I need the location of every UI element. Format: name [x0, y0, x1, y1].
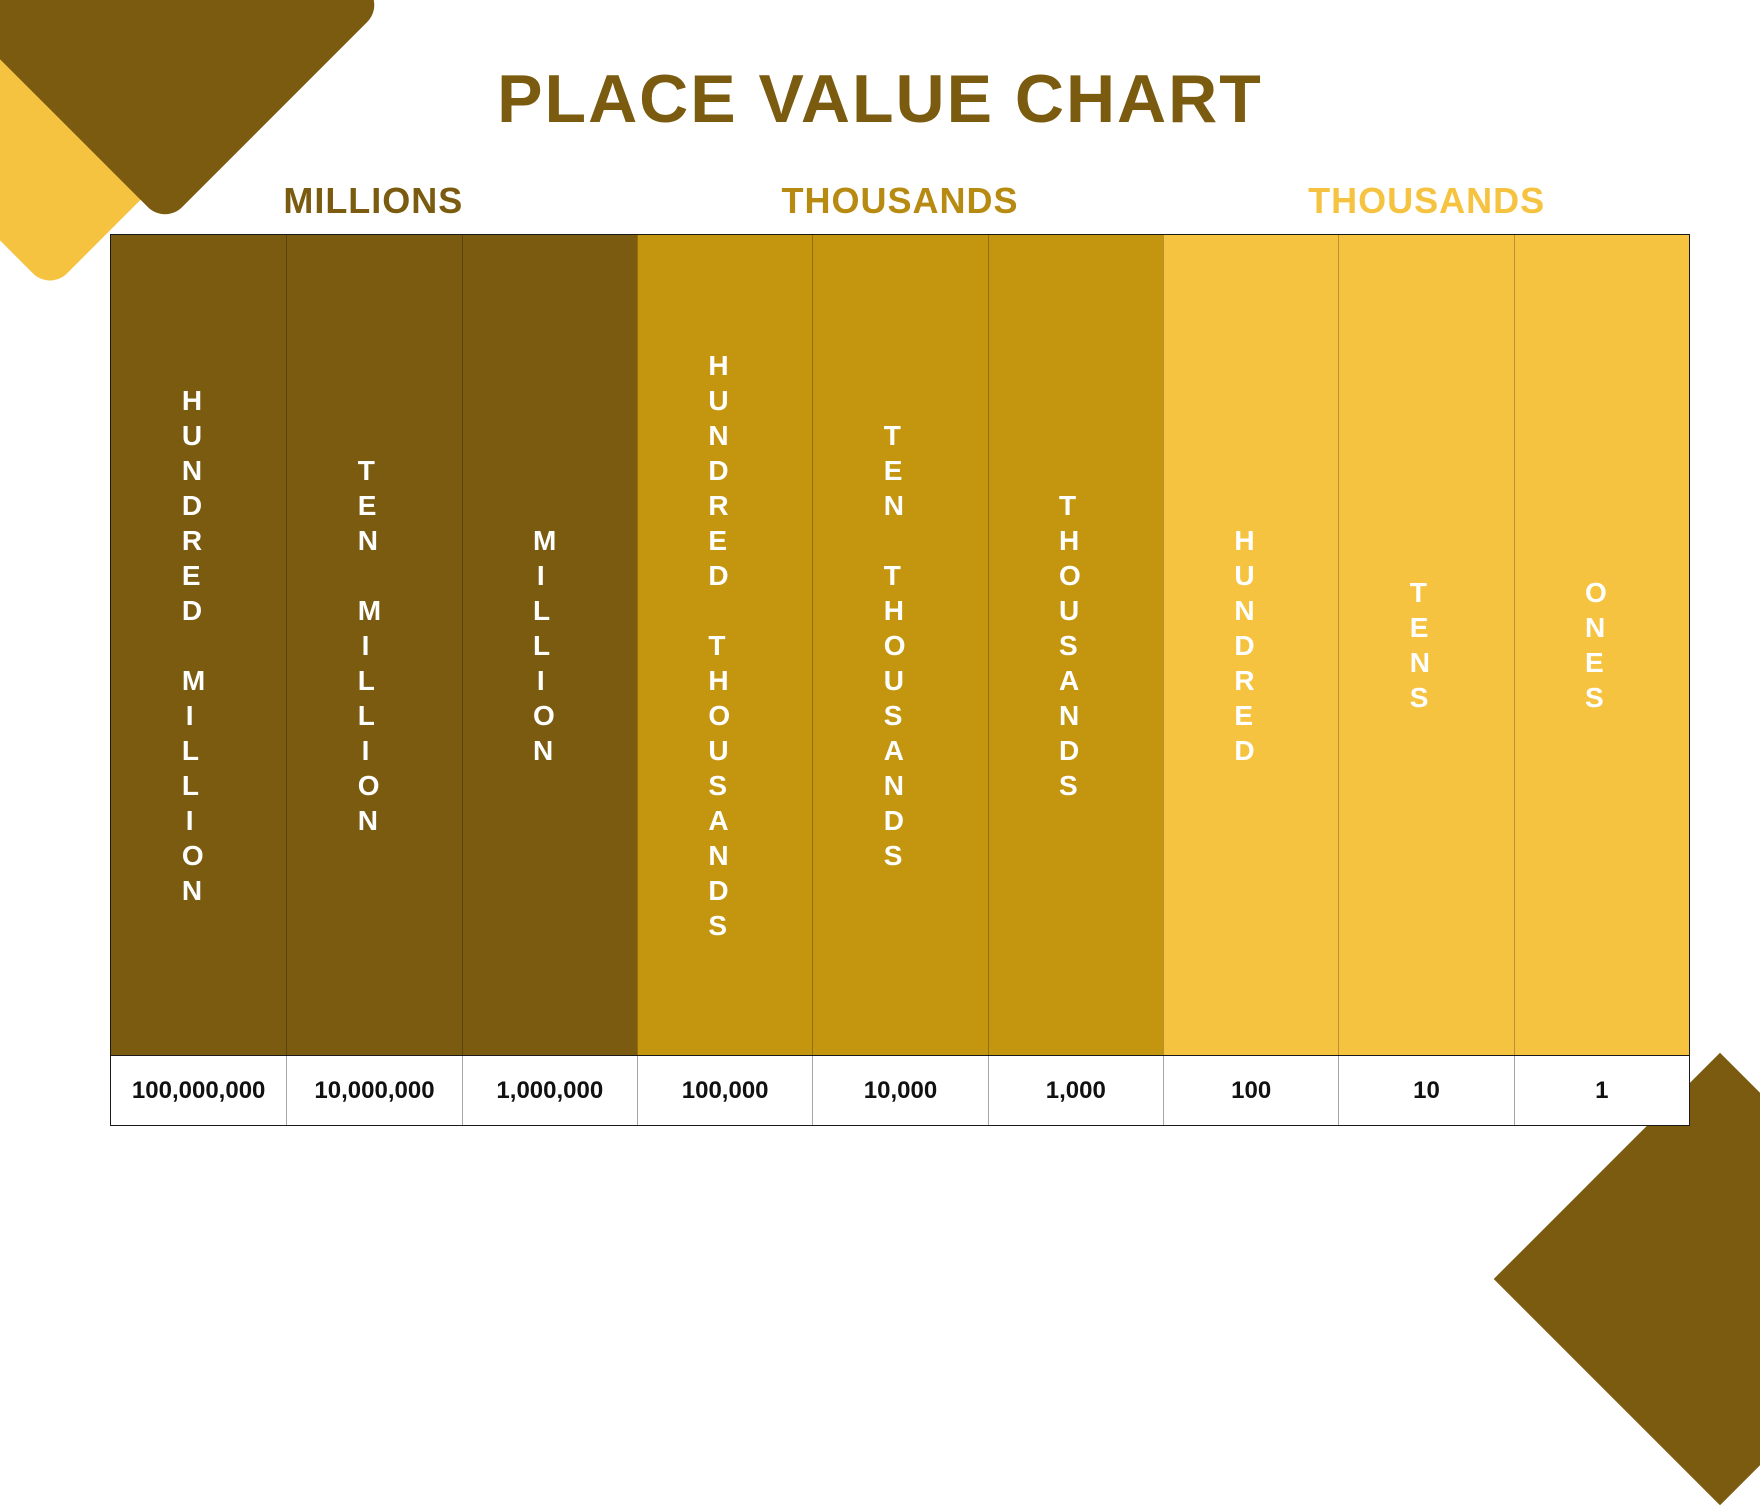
column-label: TEN THOUSANDS	[884, 418, 918, 873]
value-ones: 1	[1595, 1077, 1608, 1105]
value-cell: 100,000,000	[111, 1056, 286, 1125]
value-cell: 10	[1338, 1056, 1513, 1125]
place-value-chart: HUNDRED MILLION TEN MILLION MILLION HUND…	[110, 234, 1690, 1126]
column-ones: ONES	[1514, 235, 1689, 1055]
column-label: ONES	[1585, 575, 1619, 715]
column-hundred: HUNDRED	[1163, 235, 1338, 1055]
value-million: 1,000,000	[496, 1077, 603, 1105]
column-label: TENS	[1410, 575, 1444, 715]
column-label: HUNDRED THOUSANDS	[708, 348, 742, 943]
value-cell: 100	[1163, 1056, 1338, 1125]
value-hundred: 100	[1231, 1077, 1271, 1105]
column-ten-thousands: TEN THOUSANDS	[812, 235, 987, 1055]
column-thousands: THOUSANDS	[988, 235, 1163, 1055]
value-hundred-thousands: 100,000	[682, 1077, 769, 1105]
value-cell: 1,000	[988, 1056, 1163, 1125]
value-cell: 10,000,000	[286, 1056, 461, 1125]
column-labels-row: HUNDRED MILLION TEN MILLION MILLION HUND…	[111, 235, 1689, 1055]
column-label: HUNDRED	[1234, 523, 1268, 768]
value-cell: 10,000	[812, 1056, 987, 1125]
group-label-thousands: THOUSANDS	[637, 180, 1164, 222]
column-ten-million: TEN MILLION	[286, 235, 461, 1055]
column-label: THOUSANDS	[1059, 488, 1093, 803]
column-tens: TENS	[1338, 235, 1513, 1055]
value-ten-thousands: 10,000	[864, 1077, 937, 1105]
column-label: HUNDRED MILLION	[182, 383, 216, 908]
value-cell: 1	[1514, 1056, 1689, 1125]
group-labels-row: MILLIONS THOUSANDS THOUSANDS	[110, 180, 1690, 222]
column-label: MILLION	[533, 523, 567, 768]
column-label: TEN MILLION	[358, 453, 392, 838]
value-cell: 100,000	[637, 1056, 812, 1125]
column-million: MILLION	[462, 235, 637, 1055]
column-values-row: 100,000,000 10,000,000 1,000,000 100,000…	[111, 1055, 1689, 1125]
value-cell: 1,000,000	[462, 1056, 637, 1125]
value-thousands: 1,000	[1046, 1077, 1106, 1105]
page-title: PLACE VALUE CHART	[0, 60, 1760, 138]
value-ten-million: 10,000,000	[314, 1077, 434, 1105]
column-hundred-million: HUNDRED MILLION	[111, 235, 286, 1055]
value-tens: 10	[1413, 1077, 1440, 1105]
column-hundred-thousands: HUNDRED THOUSANDS	[637, 235, 812, 1055]
group-label-ones: THOUSANDS	[1163, 180, 1690, 222]
group-label-millions: MILLIONS	[110, 180, 637, 222]
page: PLACE VALUE CHART MILLIONS THOUSANDS THO…	[0, 0, 1760, 1259]
value-hundred-million: 100,000,000	[132, 1077, 265, 1105]
